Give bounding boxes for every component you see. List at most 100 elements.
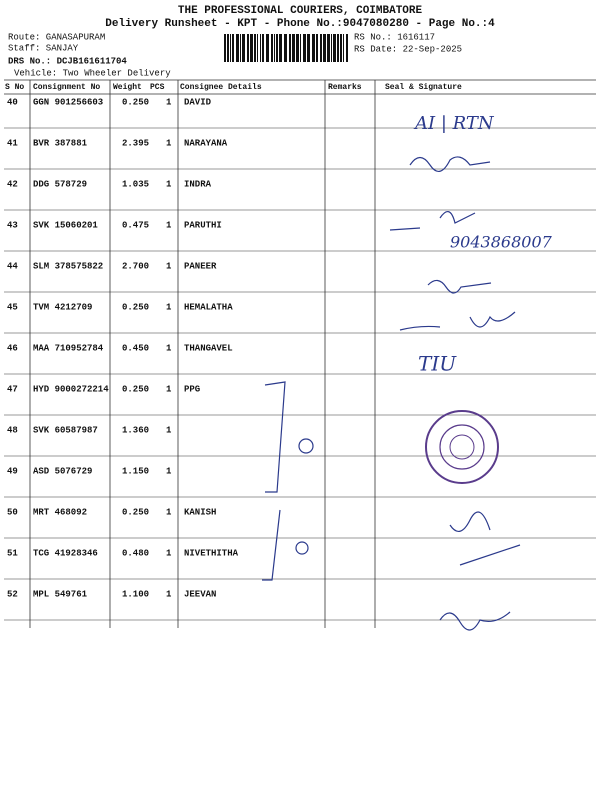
cell-pcs: 1 <box>166 220 172 230</box>
cell-weight: 0.475 <box>122 220 149 230</box>
cell-consignment: HYD 9000272214 <box>33 384 109 394</box>
barcode-bar <box>284 34 287 62</box>
cell-pcs: 1 <box>166 466 172 476</box>
cell-sno: 42 <box>7 179 18 189</box>
barcode-bar <box>254 34 256 62</box>
cell-consignee: JEEVAN <box>184 589 216 599</box>
barcode-bar <box>279 34 282 62</box>
column-header: Remarks <box>328 83 362 92</box>
barcode-bar <box>232 34 234 62</box>
barcode-bar <box>333 34 336 62</box>
barcode-bar <box>242 34 245 62</box>
cell-sno: 49 <box>7 466 18 476</box>
cell-weight: 0.480 <box>122 548 149 558</box>
vehicle: Vehicle: Two Wheeler Delivery <box>14 68 171 78</box>
rs-no: RS No.: 1616117 <box>354 32 435 42</box>
barcode-bar <box>289 34 291 62</box>
barcode-bar <box>227 34 229 62</box>
barcode-bar <box>303 34 306 62</box>
cell-sno: 44 <box>7 261 18 271</box>
cell-pcs: 1 <box>166 302 172 312</box>
barcode-bar <box>312 34 315 62</box>
handwriting: 9043868007 <box>450 233 553 252</box>
cell-weight: 1.150 <box>122 466 149 476</box>
cell-consignment: SVK 15060201 <box>33 220 98 230</box>
barcode-bar <box>257 34 258 62</box>
cell-consignee: HEMALATHA <box>184 302 233 312</box>
cell-pcs: 1 <box>166 343 172 353</box>
drs-no: DRS No.: DCJB161611704 <box>8 56 127 66</box>
barcode-bar <box>250 34 253 62</box>
barcode-bar <box>331 34 332 62</box>
cell-pcs: 1 <box>166 384 172 394</box>
rows: 40 GGN 901256603 0.250 1 DAVID 41 BVR 387881 2.… <box>4 97 596 621</box>
barcode-bar <box>316 34 318 62</box>
barcode-bar <box>346 34 348 62</box>
barcode-bar <box>337 34 339 62</box>
cell-consignment: DDG 578729 <box>33 179 87 189</box>
cell-consignment: MPL 549761 <box>33 589 88 599</box>
cell-weight: 0.250 <box>122 302 149 312</box>
barcode-bar <box>230 34 231 62</box>
cell-pcs: 1 <box>166 425 172 435</box>
cell-consignment: ASD 5076729 <box>33 466 92 476</box>
seal <box>425 410 499 484</box>
cell-sno: 52 <box>7 589 18 599</box>
barcode-bar <box>262 34 264 62</box>
cell-sno: 46 <box>7 343 18 353</box>
cell-sno: 50 <box>7 507 18 517</box>
barcode-bar <box>224 34 226 62</box>
signatures <box>262 156 521 631</box>
cell-pcs: 1 <box>166 548 172 558</box>
barcode-bar <box>240 34 241 62</box>
barcode-bar <box>274 34 275 62</box>
column-header: Weight <box>113 83 142 92</box>
cell-weight: 2.395 <box>122 138 149 148</box>
cell-consignment: TVM 4212709 <box>33 302 92 312</box>
cell-weight: 0.450 <box>122 343 149 353</box>
cell-weight: 1.360 <box>122 425 149 435</box>
cell-consignee: PANEER <box>184 261 217 271</box>
cell-consignee: INDRA <box>184 179 212 189</box>
cell-sno: 43 <box>7 220 18 230</box>
column-header: Seal & Signature <box>385 83 462 92</box>
cell-consignee: PPG <box>184 384 200 394</box>
barcode-bar <box>276 34 278 62</box>
barcode-bar <box>307 34 310 62</box>
cell-weight: 2.700 <box>122 261 149 271</box>
barcode-bar <box>266 34 269 62</box>
barcode-bar <box>260 34 261 62</box>
barcode-bar <box>343 34 344 62</box>
barcode <box>224 34 348 62</box>
cell-consignment: SVK 60587987 <box>33 425 98 435</box>
barcode-bar <box>300 34 301 62</box>
column-header: Consignee Details <box>180 83 262 92</box>
cell-weight: 0.250 <box>122 97 149 107</box>
barcode-bar <box>320 34 322 62</box>
column-header: Consignment No <box>33 83 100 92</box>
barcode-bar <box>247 34 249 62</box>
cell-pcs: 1 <box>166 507 172 517</box>
barcode-bar <box>323 34 326 62</box>
cell-consignee: PARUTHI <box>184 220 222 230</box>
cell-consignee: NARAYANA <box>184 138 228 148</box>
cell-consignment: SLM 378575822 <box>33 261 103 271</box>
barcode-bar <box>327 34 330 62</box>
subtitle: Delivery Runsheet - KPT - Phone No.:9047… <box>105 18 495 30</box>
barcode-bar <box>296 34 299 62</box>
title: THE PROFESSIONAL COURIERS, COIMBATORE <box>178 5 423 17</box>
barcode-bar <box>271 34 273 62</box>
handwriting: AI | RTN <box>413 113 495 134</box>
column-lines: S No Consignment No Weight PCS Consignee Det… <box>5 80 462 628</box>
cell-weight: 0.250 <box>122 507 149 517</box>
cell-consignment: MRT 468092 <box>33 507 87 517</box>
cell-pcs: 1 <box>166 138 172 148</box>
handwriting: TIU <box>418 352 457 376</box>
cell-consignee: NIVETHITHA <box>184 548 239 558</box>
cell-sno: 40 <box>7 97 18 107</box>
column-header: PCS <box>150 83 165 92</box>
column-header: S No <box>5 83 24 92</box>
barcode-bar <box>292 34 295 62</box>
